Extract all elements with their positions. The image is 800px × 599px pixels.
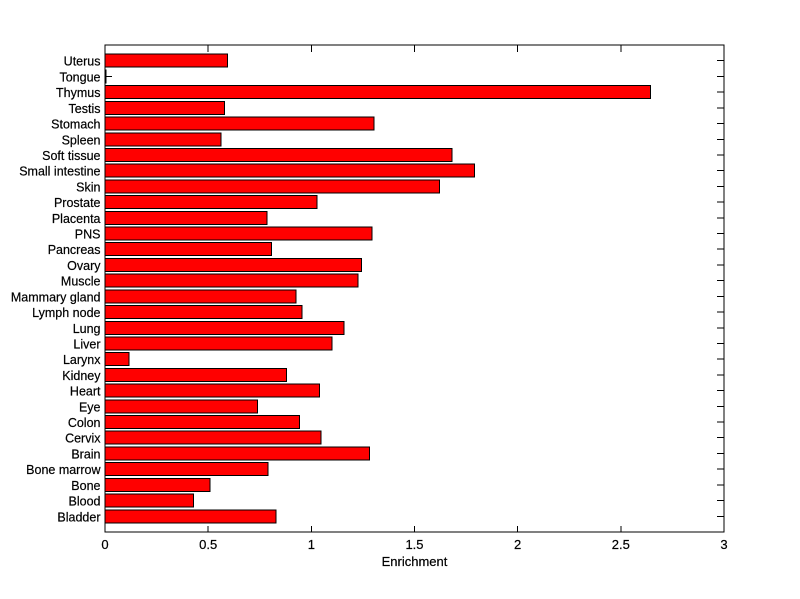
svg-text:Liver: Liver (73, 337, 100, 351)
svg-text:Colon: Colon (68, 416, 101, 430)
svg-text:PNS: PNS (75, 228, 101, 242)
svg-text:Mammary gland: Mammary gland (11, 290, 101, 304)
svg-text:Stomach: Stomach (51, 118, 100, 132)
svg-text:Lymph node: Lymph node (32, 306, 100, 320)
svg-text:Bone marrow: Bone marrow (26, 463, 101, 477)
svg-text:1: 1 (308, 537, 315, 552)
svg-text:Uterus: Uterus (64, 55, 101, 69)
svg-text:Heart: Heart (70, 385, 101, 399)
svg-text:2: 2 (514, 537, 521, 552)
svg-text:Pancreas: Pancreas (48, 243, 101, 257)
svg-text:Lung: Lung (73, 322, 101, 336)
svg-text:Tongue: Tongue (59, 70, 100, 84)
svg-text:0: 0 (101, 537, 108, 552)
svg-text:Blood: Blood (69, 495, 101, 509)
svg-text:Bladder: Bladder (57, 510, 100, 524)
svg-text:Kidney: Kidney (62, 369, 101, 383)
svg-text:Ovary: Ovary (67, 259, 101, 273)
svg-text:0.5: 0.5 (199, 537, 217, 552)
svg-text:Larynx: Larynx (63, 353, 101, 367)
svg-text:3: 3 (720, 537, 727, 552)
svg-text:Thymus: Thymus (56, 86, 100, 100)
svg-text:Placenta: Placenta (52, 212, 101, 226)
svg-text:Small intestine: Small intestine (19, 165, 100, 179)
svg-text:Skin: Skin (76, 180, 100, 194)
svg-text:Muscle: Muscle (61, 275, 101, 289)
svg-text:Eye: Eye (79, 400, 101, 414)
svg-text:Cervix: Cervix (65, 432, 101, 446)
svg-text:Prostate: Prostate (54, 196, 101, 210)
svg-text:Enrichment: Enrichment (382, 554, 448, 569)
svg-text:2.5: 2.5 (612, 537, 630, 552)
svg-text:Soft tissue: Soft tissue (42, 149, 100, 163)
svg-text:Brain: Brain (71, 447, 100, 461)
svg-text:Bone: Bone (71, 479, 100, 493)
svg-text:Spleen: Spleen (62, 133, 101, 147)
svg-text:Testis: Testis (69, 102, 101, 116)
svg-text:1.5: 1.5 (405, 537, 423, 552)
